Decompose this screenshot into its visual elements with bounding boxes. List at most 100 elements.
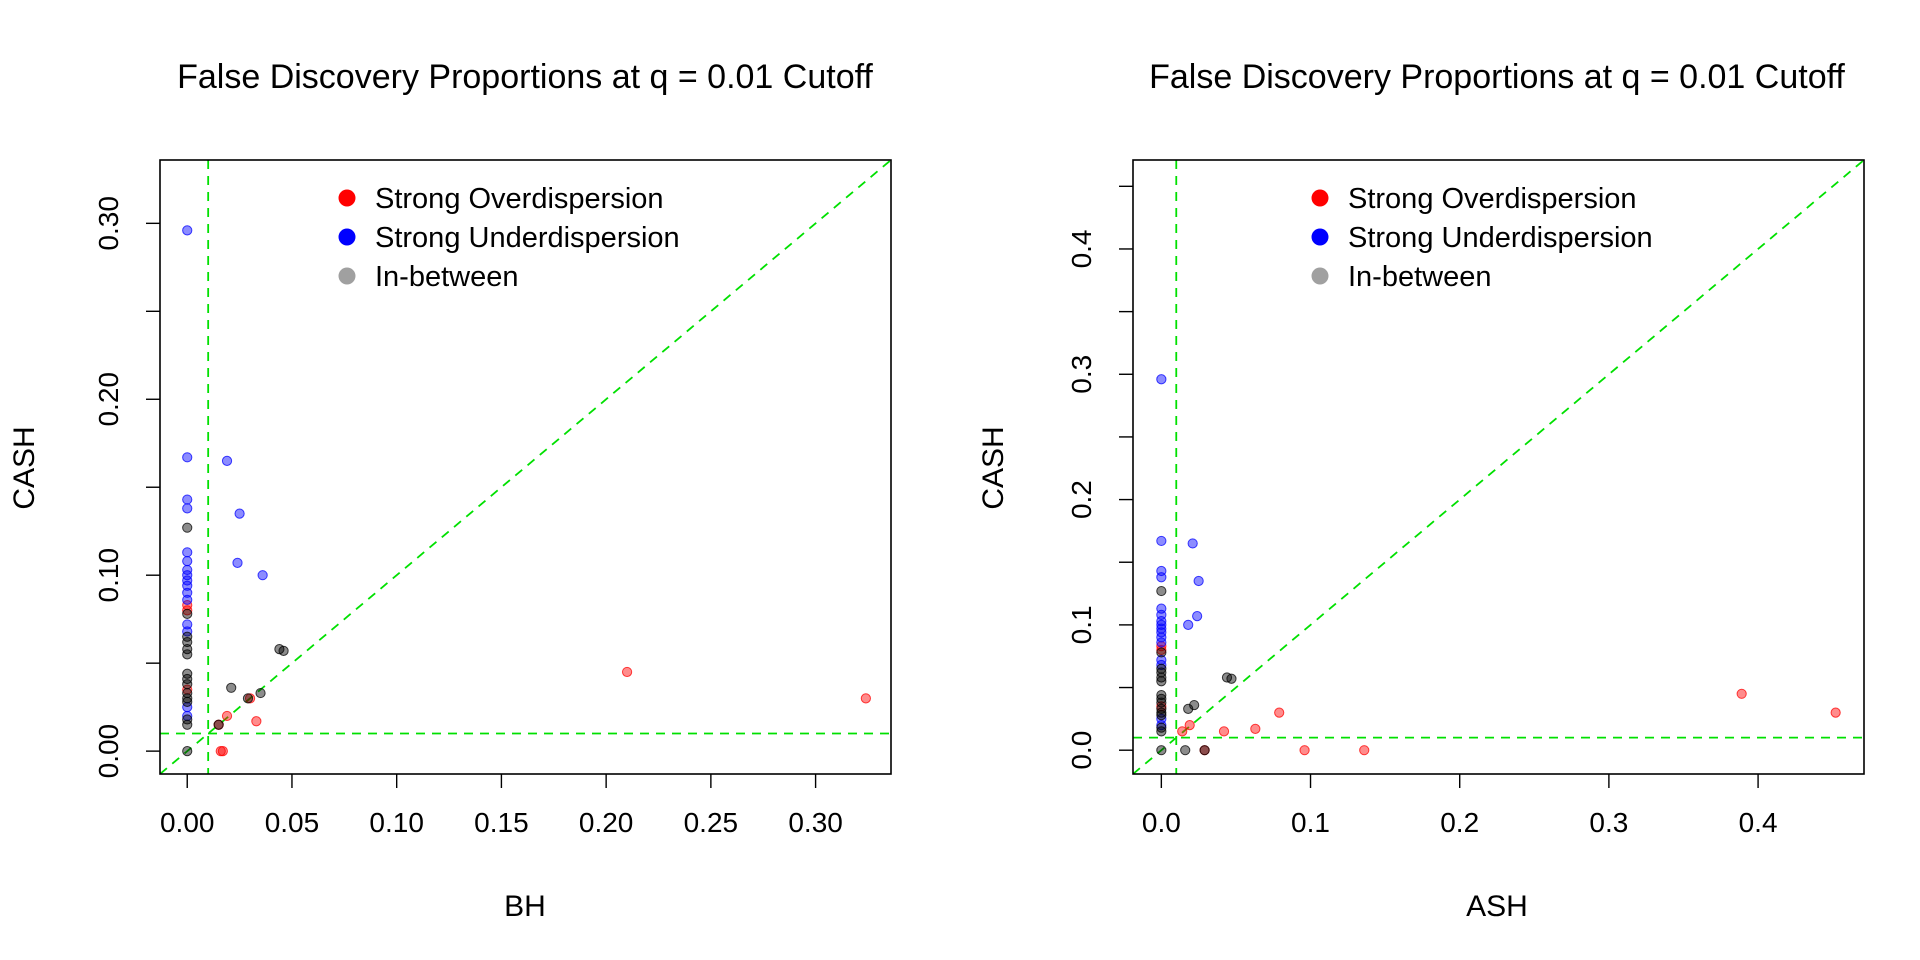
legend-marker — [338, 189, 356, 207]
data-point — [255, 687, 266, 699]
y-tick-label: 0.4 — [1066, 229, 1097, 268]
y-tick-label: 0.00 — [93, 724, 124, 779]
data-point — [182, 225, 193, 236]
data-point — [1187, 538, 1198, 549]
data-point — [226, 682, 237, 693]
legend-marker — [338, 228, 356, 246]
data-point — [182, 679, 193, 690]
data-point — [182, 626, 193, 637]
data-point — [182, 693, 193, 704]
data-point — [1156, 722, 1167, 733]
data-point — [182, 714, 193, 725]
x-tick-label: 0.00 — [160, 807, 215, 838]
data-point — [1156, 637, 1167, 648]
legend: Strong Overdispersion Strong Underdispers… — [1311, 183, 1653, 293]
data-point — [182, 696, 193, 707]
data-point — [1156, 689, 1167, 701]
data-point — [182, 673, 193, 685]
legend-marker — [338, 267, 356, 285]
data-point — [182, 556, 193, 567]
legend-label: Strong Overdispersion — [1348, 183, 1637, 215]
data-point — [182, 522, 193, 533]
y-axis-label: CASH — [977, 426, 1010, 509]
data-point — [182, 649, 193, 660]
data-point — [1299, 745, 1310, 756]
data-point — [182, 746, 193, 757]
x-tick-label: 0.1 — [1291, 807, 1330, 838]
data-point — [1189, 699, 1200, 711]
y-tick-label: 0.20 — [93, 372, 124, 427]
data-point — [1736, 688, 1747, 699]
data-point — [1156, 535, 1167, 547]
plot-frame — [1132, 159, 1865, 775]
data-point — [182, 619, 193, 630]
data-point — [182, 605, 193, 616]
data-point — [182, 608, 193, 620]
x-tick-label: 0.30 — [788, 807, 843, 838]
scatter-panel-ash-vs-cash: False Discovery Proportions at q = 0.01 … — [977, 58, 1865, 923]
legend-marker — [1311, 189, 1329, 207]
plot-frame — [159, 159, 892, 775]
data-point — [182, 719, 193, 730]
data-point — [242, 693, 254, 704]
y-tick-label: 0.1 — [1066, 605, 1097, 644]
data-point — [257, 570, 268, 581]
reference-lines — [1133, 160, 1864, 774]
data-point — [221, 710, 233, 722]
legend-label: Strong Underdispersion — [375, 222, 680, 254]
data-point — [1156, 644, 1167, 656]
y-tick-label: 0.3 — [1066, 355, 1097, 394]
x-tick-label: 0.4 — [1739, 807, 1778, 838]
data-point — [1156, 374, 1167, 385]
data-point — [860, 693, 871, 704]
data-point — [1156, 585, 1167, 597]
legend-marker — [1311, 267, 1329, 285]
data-point — [213, 719, 224, 730]
data-point — [182, 643, 193, 655]
data-point — [1156, 672, 1167, 683]
data-point — [1156, 710, 1167, 721]
data-point — [232, 557, 243, 568]
data-point — [1830, 707, 1841, 718]
data-point — [182, 547, 193, 558]
data-point — [217, 746, 228, 757]
y-tick-label: 0.2 — [1066, 480, 1097, 519]
data-point — [1180, 745, 1191, 756]
y-tick-label: 0.30 — [93, 196, 124, 251]
data-point — [234, 508, 245, 519]
data-point — [1156, 745, 1167, 756]
legend-marker — [1311, 228, 1329, 246]
data-point — [182, 564, 193, 576]
data-point — [1199, 745, 1210, 756]
x-tick-label: 0.3 — [1589, 807, 1628, 838]
data-point — [1156, 616, 1167, 627]
legend-label: In-between — [1348, 261, 1492, 293]
data-point — [1184, 720, 1195, 731]
data-point — [1156, 726, 1167, 737]
data-point — [1226, 673, 1237, 684]
scatter-panel-bh-vs-cash: False Discovery Proportions at q = 0.01 … — [8, 58, 892, 923]
data-point — [1156, 659, 1167, 671]
data-point — [1156, 572, 1167, 583]
data-point — [182, 503, 193, 514]
data-point — [182, 594, 193, 605]
data-point — [182, 575, 193, 586]
data-point — [1156, 693, 1167, 704]
x-axis-label: ASH — [1466, 890, 1528, 923]
x-tick-label: 0.2 — [1440, 807, 1479, 838]
legend-label: Strong Overdispersion — [375, 183, 664, 215]
data-point — [1156, 647, 1167, 658]
legend: Strong Overdispersion Strong Underdispers… — [338, 183, 680, 293]
x-tick-label: 0.25 — [684, 807, 739, 838]
data-point — [182, 636, 193, 648]
reference-lines — [160, 160, 891, 774]
x-tick-label: 0.05 — [265, 807, 320, 838]
y-tick-label: 0.10 — [93, 548, 124, 603]
data-point — [182, 631, 193, 642]
data-points — [1156, 374, 1841, 756]
data-point — [621, 666, 633, 678]
data-point — [1177, 726, 1188, 737]
data-point — [182, 668, 193, 679]
legend-label: Strong Underdispersion — [1348, 222, 1653, 254]
data-point — [182, 587, 193, 598]
